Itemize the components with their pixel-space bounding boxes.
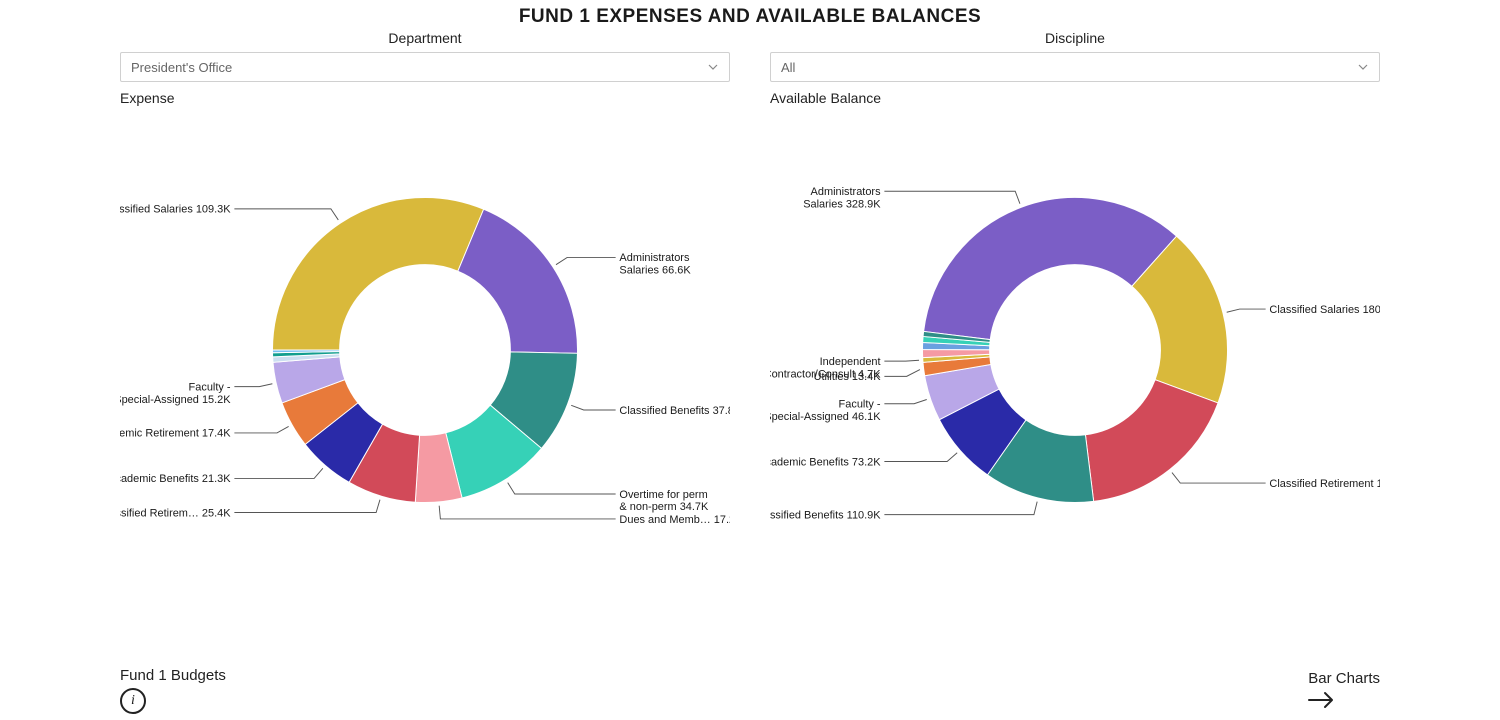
footer-left: Fund 1 Budgets i (120, 667, 226, 714)
slice-label: Academic Benefits 21.3K (120, 473, 231, 485)
balance-panel: Available Balance Classified Salaries 18… (770, 90, 1380, 590)
discipline-select-value: All (781, 60, 795, 75)
slice-label: AdministratorsSalaries 66.6K (619, 252, 691, 276)
footer-left-label: Fund 1 Budgets (120, 667, 226, 684)
donut-slice[interactable] (458, 209, 578, 353)
slice-label: Academic Benefits 73.2K (770, 456, 881, 468)
slice-label: Classified Salaries 109.3K (120, 204, 231, 216)
chevron-down-icon (707, 61, 719, 73)
slice-label: AdministratorsSalaries 328.9K (803, 186, 881, 210)
footer-nav: Fund 1 Budgets i Bar Charts (120, 667, 1380, 714)
department-filter: Department President's Office (120, 30, 730, 82)
slice-label: Classified Salaries 180.9K (1269, 304, 1380, 316)
slice-label: Faculty -Special-Assigned 15.2K (120, 381, 231, 405)
donut-slice[interactable] (273, 198, 484, 351)
expense-panel: Expense AdministratorsSalaries 66.6K Clas… (120, 90, 730, 590)
discipline-select[interactable]: All (770, 52, 1380, 82)
balance-title: Available Balance (770, 90, 1380, 106)
footer-right: Bar Charts (1308, 670, 1380, 714)
expense-chart[interactable]: AdministratorsSalaries 66.6K Classified B… (120, 110, 730, 590)
charts-row: Expense AdministratorsSalaries 66.6K Clas… (0, 82, 1500, 590)
department-label: Department (120, 30, 730, 46)
chevron-down-icon (1357, 61, 1369, 73)
slice-label: Academic Retirement 17.4K (120, 428, 231, 440)
slice-label: Classified Benefits 110.9K (770, 509, 881, 521)
slice-label: Faculty -Special-Assigned 46.1K (770, 399, 881, 423)
page-title: FUND 1 EXPENSES AND AVAILABLE BALANCES (0, 0, 1500, 28)
department-select-value: President's Office (131, 60, 232, 75)
slice-label: Utilities 13.4K (814, 371, 882, 383)
dashboard-page: FUND 1 EXPENSES AND AVAILABLE BALANCES D… (0, 0, 1500, 720)
slice-label: Classified Retirem… 25.4K (120, 507, 231, 519)
slice-label: Classified Benefits 37.8K (619, 405, 730, 417)
donut-slice[interactable] (924, 197, 1177, 339)
slice-label: Classified Retirement 165.2K (1269, 478, 1380, 490)
department-select[interactable]: President's Office (120, 52, 730, 82)
info-icon[interactable]: i (120, 688, 146, 714)
slice-label: Dues and Memb… 17.2K (619, 514, 730, 526)
discipline-filter: Discipline All (770, 30, 1380, 82)
filter-row: Department President's Office Discipline… (0, 28, 1500, 82)
arrow-right-icon[interactable] (1308, 691, 1334, 709)
expense-title: Expense (120, 90, 730, 106)
balance-chart[interactable]: Classified Salaries 180.9K Classified Ret… (770, 110, 1380, 590)
slice-label: Overtime for perm& non-perm 34.7K (619, 489, 709, 513)
footer-right-label: Bar Charts (1308, 670, 1380, 687)
discipline-label: Discipline (770, 30, 1380, 46)
